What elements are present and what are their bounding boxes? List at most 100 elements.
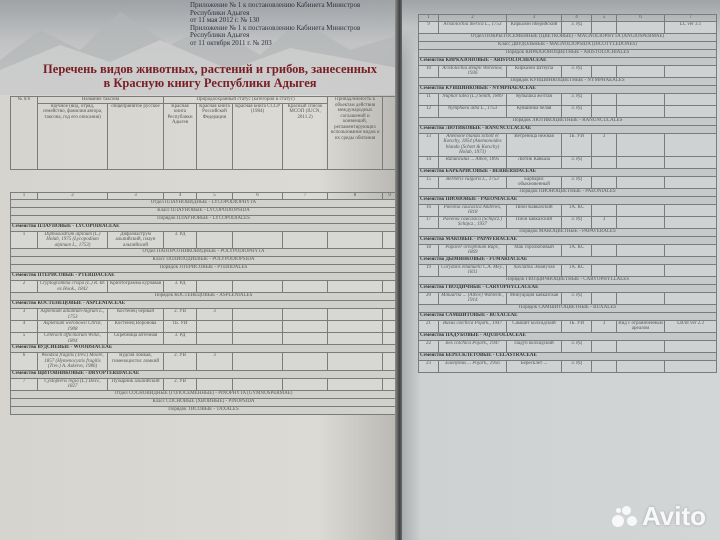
latin-name: Aristolochia iberica L., 1753 bbox=[438, 20, 507, 34]
family-label: Семейство САМШИТОВЫЕ - BUXACEAE bbox=[418, 311, 717, 321]
table-row: 6 Woodsia fragilis (Trev.) Moore, 1857 (H… bbox=[10, 352, 397, 371]
taxon-section-row: Порядок ПЛАУНОВЫЕ - LYCOPODIALES bbox=[10, 214, 397, 224]
section-label: Порядок МАКОЦВЕТНЫЕ - PAPAVERALES bbox=[418, 227, 717, 237]
caption-line: от 11 мая 2012 г. № 130 bbox=[190, 16, 260, 24]
taxon-section-row: Порядок МАКОЦВЕТНЫЕ - PAPAVERALES bbox=[418, 227, 717, 237]
status-cell: 3. РД bbox=[561, 64, 592, 78]
status-cell bbox=[591, 243, 617, 257]
row-number: 16 bbox=[418, 203, 439, 217]
family-label: Семейство МАКОВЫЕ - PAPAVERACEAE bbox=[418, 235, 717, 245]
taxon-section-row: Порядок ПИОНОЦВЕТНЫЕ - PAEONIALES bbox=[418, 187, 717, 197]
latin-name: Papaver oreophilum Rupr., 1869 bbox=[438, 243, 507, 257]
family-label: Семейство ЩИТОВНИКОВЫЕ - DRYOPTERIDACEAE bbox=[10, 369, 397, 379]
taxon-section-row: Класс ПОЛИПОДИЕВЫЕ - POLYPODIOPSIDA bbox=[10, 256, 397, 265]
status-cell bbox=[616, 155, 665, 169]
row-number: 2 bbox=[10, 280, 38, 293]
section-label: Класс СОСНОВЫЕ (ХВОЙНЫЕ) - PINOPSIDA bbox=[10, 397, 397, 407]
header-intl: Принадлежность к объектам действия между… bbox=[327, 96, 384, 170]
section-label: Порядок КИРКАЗОНОЦВЕТНЫЕ - ARISTOLOCHIAL… bbox=[418, 48, 717, 58]
taxon-section-row: Порядок ТИСОВЫЕ - TAXALES bbox=[10, 405, 397, 415]
section-label: Класс ПОЛИПОДИЕВЫЕ - POLYPODIOPSIDA bbox=[10, 256, 397, 265]
family-label: Семейство ПТЕРИСОВЫЕ - PTERIDACEAE bbox=[10, 272, 397, 281]
taxon-section-row: Класс СОСНОВЫЕ (ХВОЙНЫЕ) - PINOPSIDA bbox=[10, 397, 397, 407]
status-cell bbox=[616, 359, 665, 373]
row-number: 18 bbox=[418, 243, 439, 257]
status-cell: 3. РД bbox=[561, 175, 592, 189]
status-cell bbox=[616, 132, 665, 157]
table-header: № п/п Название таксона Природоохранный с… bbox=[10, 96, 398, 170]
status-cell bbox=[232, 230, 283, 249]
section-label: Класс ДВУДОЛЬНЫЕ - MAGNOLIOPSIDA (DICOTY… bbox=[418, 40, 717, 50]
family-label: Семейство КИРКАЗОНОВЫЕ - ARISTOLOCHIACEA… bbox=[418, 56, 717, 66]
section-label: Порядок КОСТЕНЕЦОВЫЕ - ASPLENIALES bbox=[10, 292, 397, 301]
caption-line: Приложение № 1 к постановлению Кабинета … bbox=[190, 23, 361, 39]
latin-name: Berberis vulgaris L., 1753 bbox=[438, 175, 507, 189]
table-row: 5 Ceterach officinarum Willd., 1804 Скребн… bbox=[10, 332, 397, 345]
russian-name: Пион Кавказский bbox=[506, 203, 562, 217]
status-cell bbox=[664, 155, 717, 169]
section-label: Отдел ПЛАУНОВИДНЫЕ - LYCOPODIOPHYTA bbox=[10, 198, 397, 208]
status-cell: 1А. КС bbox=[561, 263, 592, 277]
row-number: 17 bbox=[418, 215, 439, 229]
row-number: 21 bbox=[418, 319, 439, 333]
status-cell: 2. УВ bbox=[163, 308, 197, 321]
latin-name: Diphasiastrum alpinum (L.) Holub, 1975 (… bbox=[37, 230, 108, 249]
status-cell bbox=[664, 339, 717, 353]
status-cell bbox=[664, 215, 717, 229]
status-cell bbox=[282, 320, 328, 333]
status-cell bbox=[327, 320, 383, 333]
table-row: 2 Cryptogramma crispa (L.) R. Br. ex Hook… bbox=[10, 280, 397, 293]
status-cell: 3. РД bbox=[163, 332, 197, 345]
status-cell bbox=[664, 203, 717, 217]
russian-name: Бересклет ... bbox=[506, 359, 562, 373]
status-cell: 3. РД bbox=[561, 215, 592, 229]
species-table-right: 1 2 3 4 5 6 7 9 Aristolochia iberica L., 1753 Кир… bbox=[418, 14, 717, 373]
status-cell bbox=[282, 308, 328, 321]
russian-name: Костенец Воронова bbox=[107, 320, 164, 333]
table-row: 18 Papaver oreophilum Rupr., 1869 Мак горо… bbox=[418, 243, 717, 257]
table-row: 4 Asplenium woronowii Christ, 1908 Костене… bbox=[10, 320, 397, 333]
family-label: Семейство БАРБАРИСОВЫЕ - BERBERIDACEAE bbox=[418, 167, 717, 177]
status-cell: 3. РД bbox=[561, 20, 592, 34]
status-cell bbox=[382, 280, 397, 293]
status-cell bbox=[591, 263, 617, 277]
family-row: Семейство ПЛАУНОВЫЕ - LYCOPODIACEAE bbox=[10, 222, 397, 232]
status-cell: LC ver 3.1 bbox=[664, 20, 717, 34]
row-number: 11 bbox=[418, 92, 439, 106]
status-cell bbox=[327, 280, 383, 293]
russian-name: Мак горолюбивый bbox=[506, 243, 562, 257]
family-row: Семейство ГВОЗДИЧНЫЕ - CARYOPHYLLACEAE bbox=[418, 283, 717, 293]
family-row: Семейство МАКОВЫЕ - PAPAVERACEAE bbox=[418, 235, 717, 245]
latin-name: Paeonia caucasica Andrews, 1818 bbox=[438, 203, 507, 217]
taxon-section-row: Порядок ГВОЗДИЧНОЦВЕТНЫЕ - CARYOPHYLLALE… bbox=[418, 275, 717, 285]
table-row: 17 Paeonia caucasica (Schipcz.) Schipcz.,… bbox=[418, 215, 717, 229]
header-russian: общепринятое русское bbox=[107, 102, 164, 170]
status-cell bbox=[591, 175, 617, 189]
row-number: 6 bbox=[10, 352, 38, 371]
status-cell bbox=[591, 92, 617, 106]
status-cell bbox=[616, 215, 665, 229]
status-cell bbox=[591, 359, 617, 373]
taxon-section-row: Порядок ПТЕРИСОВЫЕ - PTERIDALES bbox=[10, 264, 397, 273]
family-label: Семейство БЕРЕСКЛЕТОВЫЕ - CELASTRACEAE bbox=[418, 351, 717, 361]
left-page: Приложение № 1 к постановлению Кабинета … bbox=[0, 0, 398, 540]
taxon-section-row: Отдел СОСНОВИДНЫЕ (ГОЛОСЕМЕННЫЕ) - PINOP… bbox=[10, 389, 397, 399]
status-cell bbox=[327, 352, 383, 371]
status-cell bbox=[664, 104, 717, 118]
status-cell: 2. УВ bbox=[163, 377, 197, 391]
latin-name: Euonymus ... Pojark., 1956 bbox=[438, 359, 507, 373]
status-cell bbox=[196, 332, 233, 345]
row-number: 5 bbox=[10, 332, 38, 345]
russian-name: Пион кавказский bbox=[506, 215, 562, 229]
russian-name: Пузырник альпийский bbox=[107, 377, 164, 391]
status-cell: 2. УВ bbox=[163, 352, 197, 371]
status-cell: 3. РД bbox=[561, 155, 592, 169]
status-cell: 3. РД bbox=[163, 280, 197, 293]
russian-name: Кувшинка белая bbox=[506, 104, 562, 118]
status-cell bbox=[382, 352, 397, 371]
latin-name: Aristolochia steupii Woronow, 1936 bbox=[438, 64, 507, 78]
latin-name: Nuphar lutea (L.) Smith, 1809 bbox=[438, 92, 507, 106]
table-row: 7 Cystopteris regia (L.) Desv., 1827 Пузыр… bbox=[10, 377, 397, 391]
family-label: Семейство ЛЮТИКОВЫЕ - RANUNCULACEAE bbox=[418, 124, 717, 134]
section-label: Порядок ТИСОВЫЕ - TAXALES bbox=[10, 405, 397, 415]
